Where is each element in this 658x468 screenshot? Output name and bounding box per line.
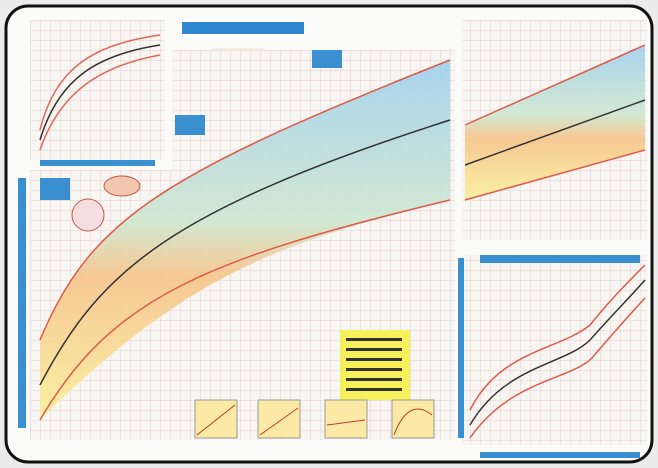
chart-top-right: [462, 20, 647, 240]
small-chart-top-left: [30, 20, 165, 166]
title-bar: [182, 22, 304, 34]
chart-bottom-right: [458, 255, 647, 458]
main-chart: [18, 50, 455, 440]
thumbnails: [194, 399, 435, 439]
